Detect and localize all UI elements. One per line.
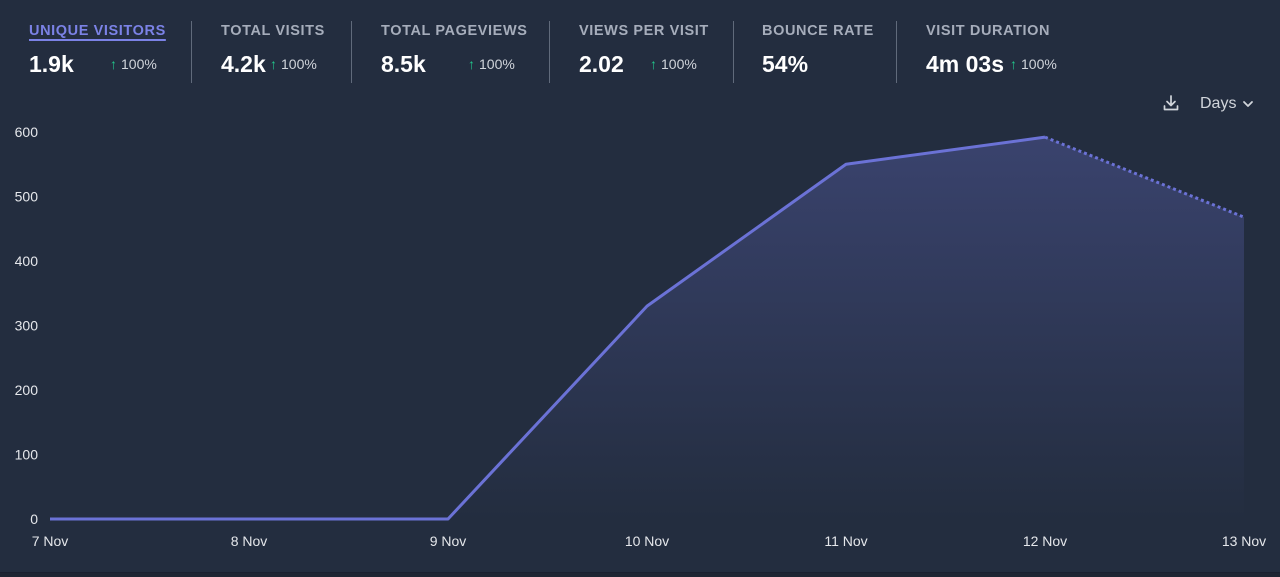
stat-change-value: 100%: [1021, 56, 1057, 72]
stat-change: ↑ 100%: [270, 55, 317, 73]
y-tick-label: 200: [15, 382, 39, 398]
stat-change: ↑ 100%: [1010, 55, 1057, 73]
interval-select[interactable]: Days: [1200, 94, 1254, 114]
stat-visit-duration[interactable]: VISIT DURATION 4m 03s ↑ 100%: [926, 22, 1057, 77]
divider: [733, 21, 734, 83]
arrow-up-icon: ↑: [650, 56, 657, 72]
x-tick-label: 12 Nov: [1023, 533, 1067, 549]
divider: [351, 21, 352, 83]
arrow-up-icon: ↑: [110, 56, 117, 72]
stat-unique-visitors[interactable]: UNIQUE VISITORS 1.9k ↑ 100%: [29, 22, 166, 77]
series-area: [50, 137, 1244, 519]
download-icon[interactable]: [1162, 94, 1180, 112]
arrow-up-icon: ↑: [1010, 56, 1017, 72]
stat-label[interactable]: BOUNCE RATE: [762, 23, 874, 39]
x-tick-label: 13 Nov: [1222, 533, 1266, 549]
stat-change-value: 100%: [479, 56, 515, 72]
stats-bar: UNIQUE VISITORS 1.9k ↑ 100% TOTAL VISITS …: [0, 0, 1280, 90]
stat-label[interactable]: TOTAL PAGEVIEWS: [381, 23, 528, 39]
stat-value: 54%: [762, 51, 809, 77]
chevron-down-icon: [1243, 100, 1254, 107]
y-tick-label: 100: [15, 447, 39, 463]
y-tick-label: 400: [15, 253, 39, 269]
x-tick-label: 10 Nov: [625, 533, 669, 549]
series-line: [50, 135, 1046, 521]
interval-label: Days: [1200, 95, 1237, 112]
divider: [191, 21, 192, 83]
arrow-up-icon: ↑: [468, 56, 475, 72]
stat-bounce-rate[interactable]: BOUNCE RATE 54%: [762, 22, 874, 77]
divider: [896, 21, 897, 83]
stat-change: ↑ 100%: [650, 55, 697, 73]
visitors-chart: 0 100 200 300 400 500 600 7 Nov 8 Nov 9 Nov 10 Nov…: [15, 124, 1267, 549]
stat-change-value: 100%: [661, 56, 697, 72]
stat-change: ↑ 100%: [110, 55, 157, 73]
stat-total-visits[interactable]: TOTAL VISITS 4.2k ↑ 100%: [221, 22, 325, 77]
x-tick-label: 7 Nov: [32, 533, 69, 549]
stat-label[interactable]: TOTAL VISITS: [221, 23, 325, 39]
stat-change: ↑ 100%: [468, 55, 515, 73]
stat-value: 8.5k: [381, 51, 426, 77]
stat-value: 4.2k: [221, 51, 266, 77]
stat-label[interactable]: VIEWS PER VISIT: [579, 23, 709, 39]
stat-label[interactable]: VISIT DURATION: [926, 23, 1051, 39]
x-tick-label: 9 Nov: [430, 533, 467, 549]
y-tick-label: 600: [15, 124, 39, 140]
stat-value: 2.02: [579, 51, 624, 77]
divider: [549, 21, 550, 83]
stat-label[interactable]: UNIQUE VISITORS: [29, 23, 166, 39]
stat-change-value: 100%: [121, 56, 157, 72]
chart-controls: Days: [1162, 92, 1256, 116]
stat-views-per-visit[interactable]: VIEWS PER VISIT 2.02 ↑ 100%: [579, 22, 709, 77]
arrow-up-icon: ↑: [270, 56, 277, 72]
y-tick-label: 300: [15, 318, 39, 334]
x-tick-label: 8 Nov: [231, 533, 268, 549]
y-tick-label: 500: [15, 189, 39, 205]
stat-value: 1.9k: [29, 51, 74, 77]
stat-value: 4m 03s: [926, 51, 1005, 77]
stat-total-pageviews[interactable]: TOTAL PAGEVIEWS 8.5k ↑ 100%: [381, 22, 528, 77]
y-tick-label: 0: [30, 511, 38, 527]
x-tick-label: 11 Nov: [824, 533, 867, 549]
stat-change-value: 100%: [281, 56, 317, 72]
